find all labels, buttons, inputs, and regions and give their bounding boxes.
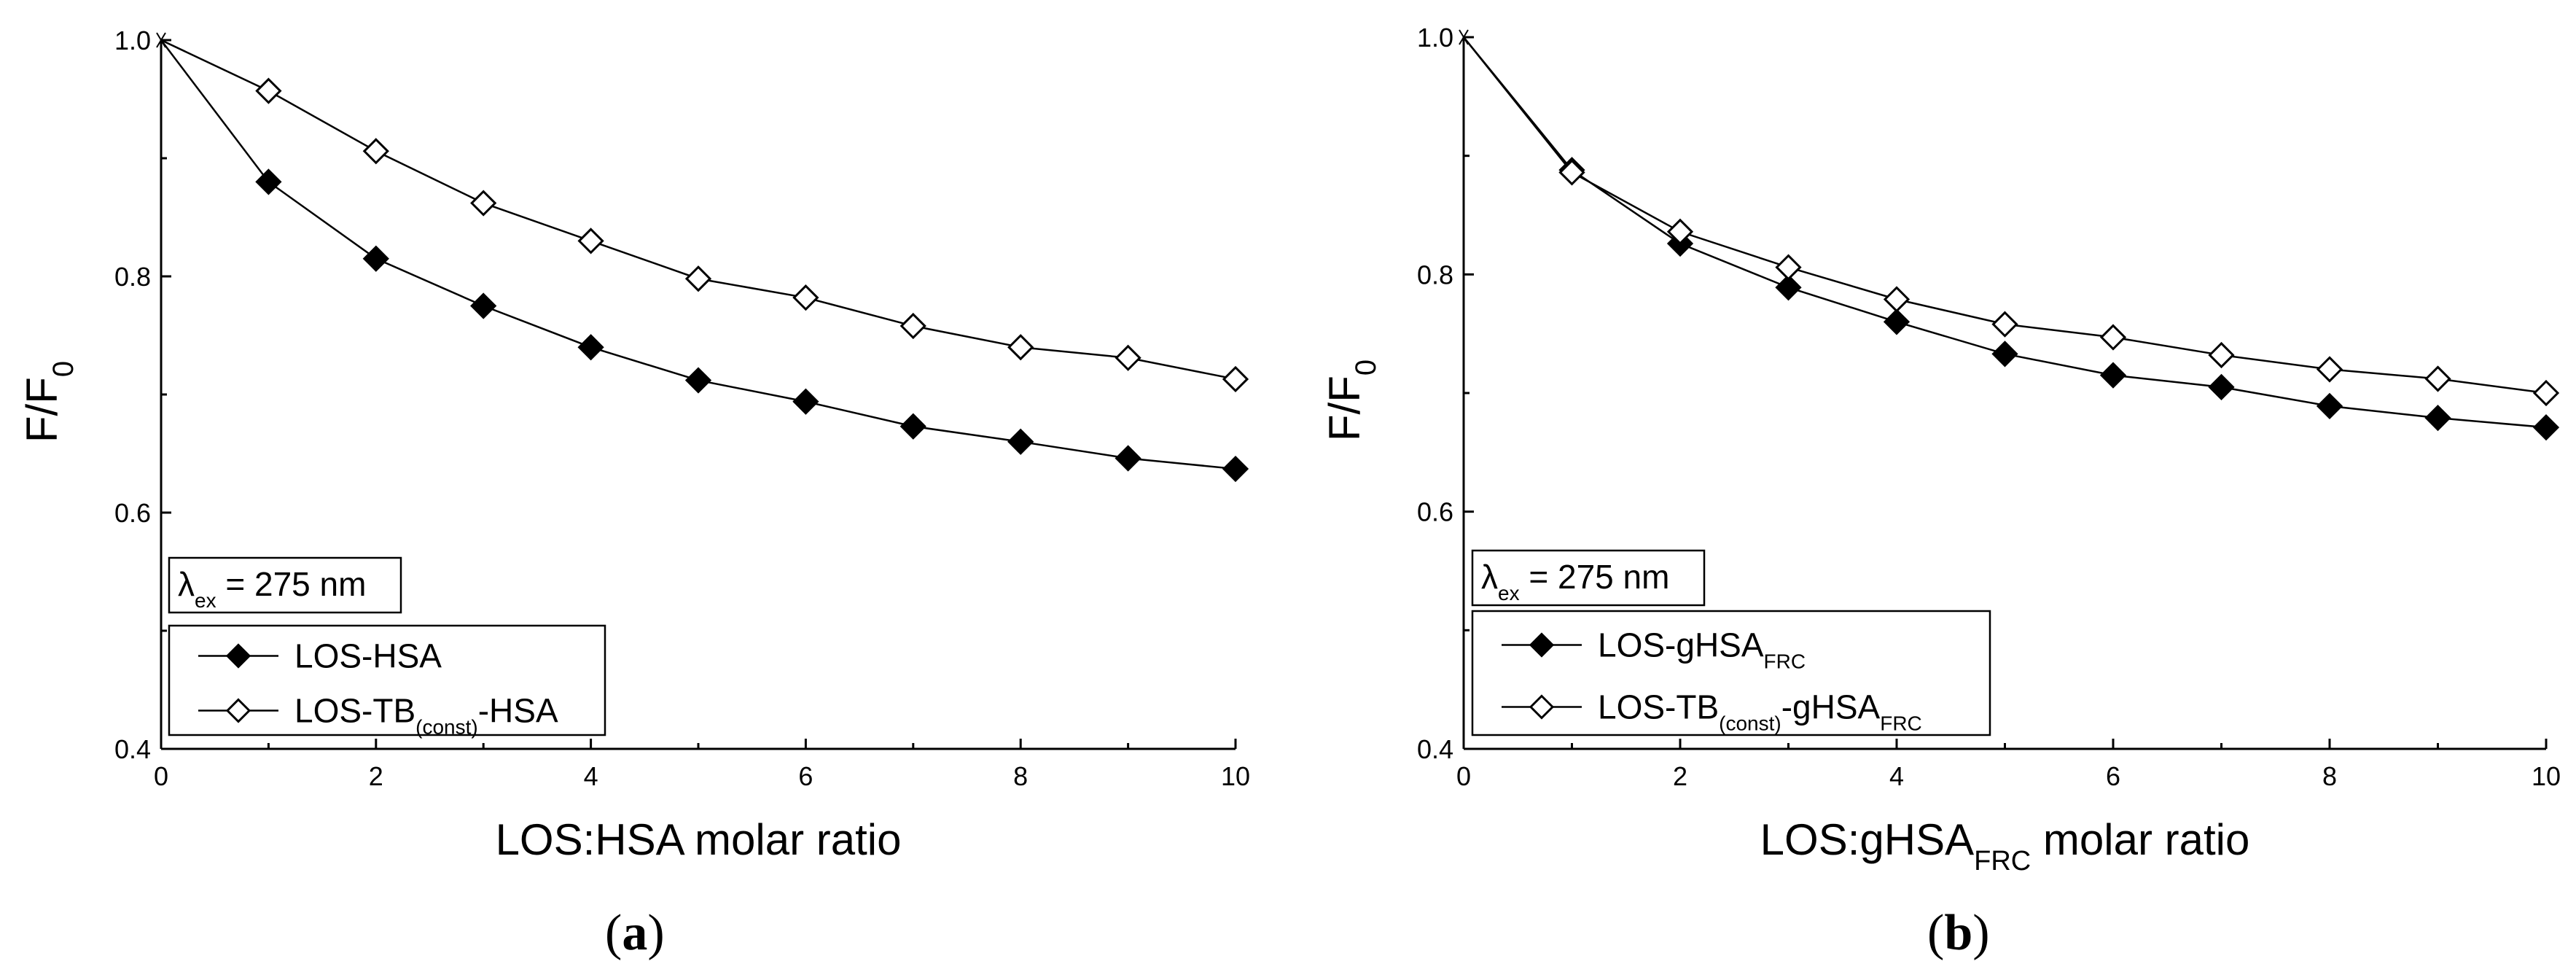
- panel-label: (b): [1927, 905, 1990, 961]
- annotation-text: λex = 275 nm: [178, 565, 366, 612]
- panel-label: (a): [605, 905, 665, 961]
- x-tick-label: 4: [584, 761, 598, 791]
- x-tick-label: 8: [1013, 761, 1028, 791]
- legend-marker: [1529, 632, 1555, 658]
- x-tick-label: 2: [369, 761, 383, 791]
- x-tick-label: 6: [798, 761, 813, 791]
- legend-marker: [225, 698, 251, 723]
- x-axis-title: LOS:HSA molar ratio: [496, 815, 902, 864]
- chart-panel-a: 0 2 4 6 8 10 0.4 0.6 0.8 1.0 F/F0 LOS:HSA molar rat…: [17, 26, 1250, 961]
- legend-marker: [225, 643, 251, 669]
- data-point: [684, 265, 712, 292]
- excitation-annotation: λex = 275 nm: [1471, 549, 1706, 607]
- x-tick-label: 10: [2532, 761, 2561, 791]
- data-point: [899, 312, 926, 340]
- data-point: [1007, 428, 1034, 455]
- data-point: [1115, 344, 1141, 371]
- x-tick-label: 2: [1673, 761, 1687, 791]
- y-tick-label: 1.0: [114, 26, 151, 55]
- data-point: [362, 245, 389, 272]
- x-axis-title: LOS:gHSAFRC molar ratio: [1760, 815, 2250, 876]
- y-tick-label: 0.8: [1417, 260, 1453, 289]
- x-tick-label: 4: [1889, 761, 1904, 791]
- y-tick-label: 0.4: [1417, 734, 1453, 764]
- data-point: [470, 190, 497, 217]
- data-point: [2316, 392, 2343, 420]
- data-point: [1558, 159, 1585, 186]
- data-point: [1775, 274, 1802, 301]
- data-point: [2099, 324, 2127, 351]
- data-point: [684, 367, 712, 394]
- legend-label: LOS-gHSAFRC: [1598, 626, 1806, 673]
- series-line-2: [1463, 36, 2547, 394]
- y-tick-label: 0.8: [114, 262, 151, 292]
- data-point: [2316, 356, 2343, 383]
- data-point: [2532, 414, 2560, 441]
- data-point: [1459, 29, 1469, 45]
- data-point: [577, 334, 604, 361]
- legend-label: LOS-HSA: [294, 637, 442, 675]
- data-point: [255, 77, 282, 104]
- y-tick-label: 0.6: [114, 498, 151, 528]
- data-point: [362, 138, 389, 165]
- data-point: [156, 32, 166, 48]
- x-tick-label: 0: [1456, 761, 1471, 791]
- data-point: [1666, 218, 1694, 245]
- data-point: [2208, 373, 2235, 400]
- legend-marker: [1529, 694, 1555, 720]
- excitation-annotation: λex = 275 nm: [168, 556, 402, 614]
- data-point: [2208, 341, 2235, 369]
- legend-box: [1471, 610, 1991, 736]
- x-tick-label: 10: [1221, 761, 1250, 791]
- y-axis-title: F/F0: [1320, 359, 1382, 441]
- x-tick-label: 8: [2322, 761, 2337, 791]
- data-point: [2424, 405, 2451, 432]
- series-line-2: [160, 39, 1236, 381]
- data-point: [1222, 455, 1249, 483]
- data-point: [1991, 341, 2018, 368]
- annotation-box: [168, 556, 402, 614]
- data-point: [1007, 334, 1034, 361]
- data-point: [2532, 379, 2560, 407]
- data-point: [1775, 254, 1802, 281]
- y-tick-label: 1.0: [1417, 23, 1453, 53]
- data-point: [899, 413, 926, 440]
- data-point: [1991, 311, 2018, 338]
- data-point: [470, 292, 497, 319]
- legend-label: LOS-TB(const)-gHSAFRC: [1598, 688, 1922, 735]
- data-point: [255, 168, 282, 195]
- data-point: [1883, 286, 1910, 313]
- chart-panel-b: 0 2 4 6 8 10 0.4 0.6 0.8 1.0 F/F0 LOS:gHSAFRC molar…: [1320, 23, 2561, 961]
- data-point: [2424, 365, 2451, 392]
- data-point: [577, 228, 604, 254]
- annotation-text: λex = 275 nm: [1481, 558, 1669, 604]
- data-point: [1222, 365, 1249, 393]
- annotation-box: [1471, 549, 1706, 607]
- x-tick-label: 6: [2106, 761, 2120, 791]
- legend: LOS-HSA LOS-TB(const)-HSA: [168, 624, 606, 739]
- data-point: [1883, 308, 1910, 335]
- series-line-1: [160, 39, 1236, 470]
- data-point: [792, 284, 819, 311]
- data-point: [792, 388, 819, 415]
- y-tick-label: 0.4: [114, 734, 151, 764]
- data-point: [2099, 362, 2127, 389]
- legend: LOS-gHSAFRC LOS-TB(const)-gHSAFRC: [1471, 610, 1991, 736]
- y-axis-title: F/F0: [17, 361, 79, 443]
- x-tick-label: 0: [154, 761, 168, 791]
- data-point: [1115, 445, 1141, 472]
- series-line-1: [1463, 36, 2547, 429]
- legend-label: LOS-TB(const)-HSA: [294, 692, 558, 739]
- y-tick-label: 0.6: [1417, 497, 1453, 527]
